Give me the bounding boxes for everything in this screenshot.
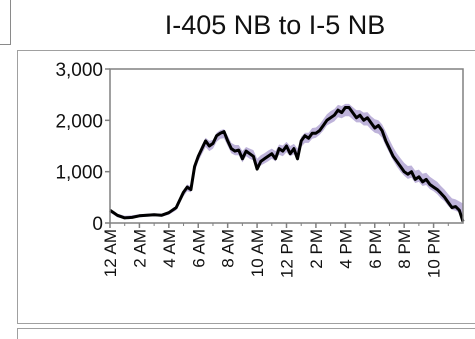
x-tick-label: 8 AM <box>219 229 238 268</box>
x-tick-label: 12 PM <box>278 229 297 278</box>
x-tick-label: 4 AM <box>160 229 179 268</box>
chart-title: I-405 NB to I-5 NB <box>164 10 386 40</box>
chart-panel <box>17 50 475 324</box>
adjacent-panel-edge <box>0 0 11 45</box>
y-tick-label: 3,000 <box>55 60 103 81</box>
x-tick-label: 12 AM <box>101 229 120 277</box>
x-tick-label: 2 AM <box>130 229 149 268</box>
next-panel-edge <box>17 328 475 339</box>
volume-series-line <box>109 106 465 222</box>
x-tick-label: 6 PM <box>366 229 385 269</box>
y-tick-label: 2,000 <box>55 111 103 132</box>
x-tick-label: 4 PM <box>336 229 355 269</box>
y-tick-label: 0 <box>92 214 103 235</box>
x-tick-label: 10 PM <box>425 229 444 278</box>
y-tick-label: 1,000 <box>55 163 103 184</box>
range-band <box>110 103 463 219</box>
x-tick-label: 10 AM <box>248 229 267 277</box>
x-tick-label: 8 PM <box>395 229 414 269</box>
x-tick-label: 2 PM <box>307 229 326 269</box>
x-tick-label: 6 AM <box>189 229 208 268</box>
